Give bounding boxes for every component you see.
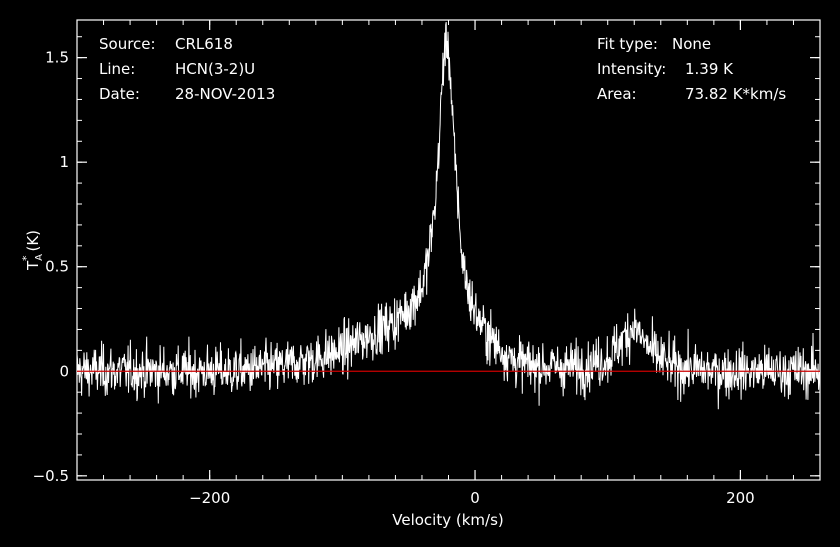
source-label: Source: <box>99 35 156 53</box>
y-axis-label: TA* (K) <box>20 230 45 271</box>
x-tick-label: −200 <box>189 489 230 507</box>
y-tick-label: 0.5 <box>45 258 69 276</box>
y-tick-label: 1.5 <box>45 49 69 67</box>
y-tick-label: 0 <box>59 362 69 380</box>
y-axis-label-unit: (K) <box>24 230 42 252</box>
intensity-value: 1.39 K <box>685 60 734 78</box>
y-tick-label: 1 <box>59 153 69 171</box>
x-tick-label: 200 <box>726 489 755 507</box>
x-tick-label: 0 <box>470 489 480 507</box>
x-axis-label: Velocity (km/s) <box>392 511 503 529</box>
axis-ticks: −0.5 0 0.5 1 1.5 −200 0 200 <box>33 20 821 507</box>
fit-type-label: Fit type: <box>597 35 658 53</box>
line-label: Line: <box>99 60 136 78</box>
source-value: CRL618 <box>175 35 233 53</box>
svg-text:TA*(K): TA* (K) <box>20 230 45 271</box>
spectrum-trace <box>76 22 821 410</box>
y-axis-label-symbol: T <box>24 260 42 271</box>
line-value: HCN(3-2)U <box>175 60 256 78</box>
intensity-label: Intensity: <box>597 60 667 78</box>
y-axis-label-superscript: * <box>20 255 33 261</box>
area-label: Area: <box>597 85 637 103</box>
spectrum-line <box>76 22 821 410</box>
fit-type-value: None <box>672 35 712 53</box>
y-axis-label-subscript: A <box>34 254 45 261</box>
date-value: 28-NOV-2013 <box>175 85 276 103</box>
area-value: 73.82 K*km/s <box>685 85 787 103</box>
y-tick-label: −0.5 <box>33 467 69 485</box>
date-label: Date: <box>99 85 140 103</box>
